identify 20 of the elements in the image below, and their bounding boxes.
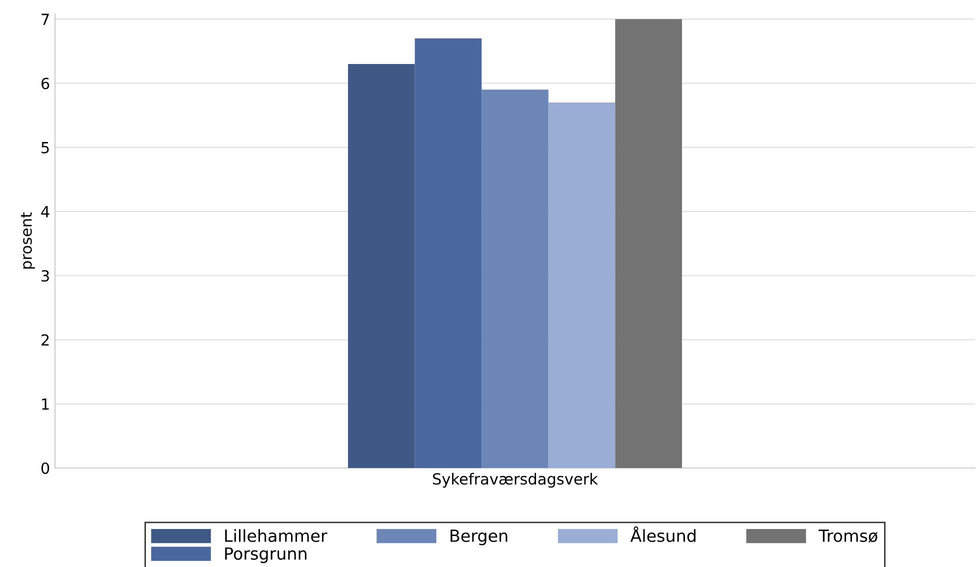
y-tick-label: 0	[41, 462, 50, 474]
y-tick-label: 2	[42, 334, 49, 346]
y-tick-label: 3	[42, 270, 49, 282]
y-tick-label: 1	[42, 398, 49, 410]
y-tick-label: 4	[41, 206, 50, 218]
bar	[482, 90, 548, 468]
y-axis-title: prosent	[20, 212, 35, 269]
legend-label: Lillehammer	[225, 529, 328, 542]
bar	[348, 64, 415, 468]
legend-label: Porsgrunn	[225, 547, 306, 564]
y-tick-label: 7	[42, 14, 49, 25]
legend-label: Ålesund	[630, 526, 696, 542]
legend-label: Bergen	[450, 530, 508, 546]
legend-label: Tromsø	[818, 530, 878, 543]
y-tick-label: 6	[41, 78, 50, 90]
y-tick-label: 5	[42, 142, 49, 154]
bar	[615, 19, 682, 468]
x-tick-label: Sykefraværsdagsverk	[432, 472, 598, 488]
bar	[414, 38, 482, 468]
bar	[548, 102, 616, 468]
